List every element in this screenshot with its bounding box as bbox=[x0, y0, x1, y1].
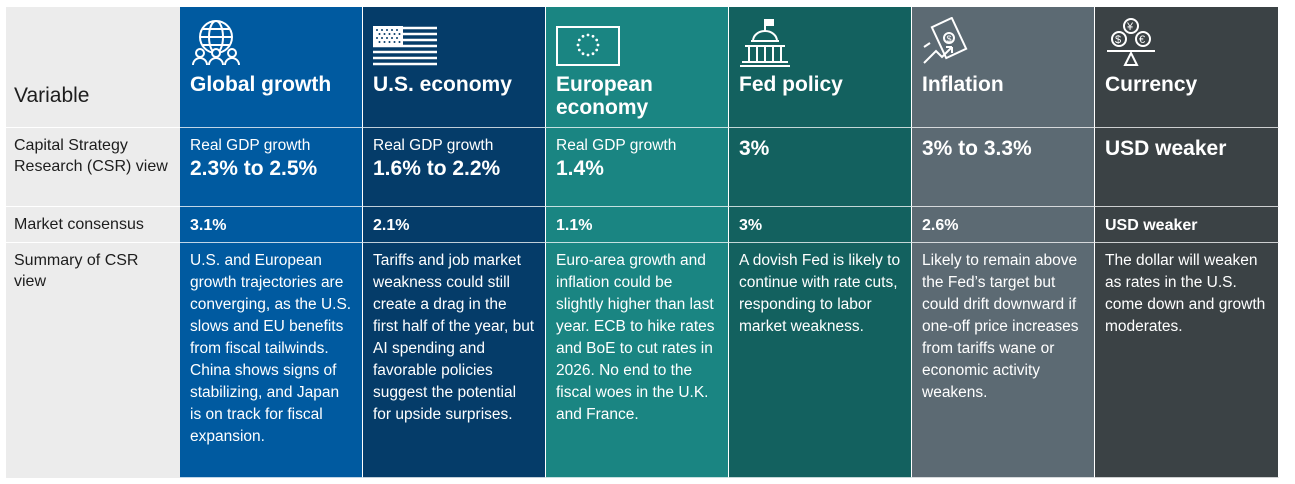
consensus-us-economy: 2.1% bbox=[363, 207, 546, 243]
csr-view-inflation: 3% to 3.3% bbox=[912, 128, 1095, 207]
column-title: Inflation bbox=[922, 73, 1004, 96]
csr-view-label: Capital Strategy Research (CSR) view bbox=[6, 128, 180, 207]
variable-header: Variable bbox=[6, 7, 180, 128]
header-fed-policy: Fed policy bbox=[729, 7, 912, 128]
csr-view-value: 2.3% to 2.5% bbox=[190, 157, 318, 180]
csr-view-fed-policy: 3% bbox=[729, 128, 912, 207]
header-inflation: $ Inflation bbox=[912, 7, 1095, 128]
summary-label: Summary of CSR view bbox=[6, 243, 180, 478]
column-title: Fed policy bbox=[739, 73, 843, 96]
csr-view-caption: Real GDP growth bbox=[190, 137, 311, 154]
us-flag-icon bbox=[373, 26, 437, 66]
globe-people-icon bbox=[192, 20, 240, 66]
csr-view-value: USD weaker bbox=[1105, 137, 1227, 160]
summary-european-economy: Euro-area growth and inflation could be … bbox=[546, 243, 729, 478]
header-european-economy: European economy bbox=[546, 7, 729, 128]
csr-view-currency: USD weaker bbox=[1095, 128, 1279, 207]
header-currency: ¥ $ € Currency bbox=[1095, 7, 1279, 128]
csr-view-global-growth: Real GDP growth 2.3% to 2.5% bbox=[180, 128, 363, 207]
csr-view-caption: Real GDP growth bbox=[373, 137, 494, 154]
currency-scale-icon: ¥ $ € bbox=[1107, 18, 1155, 66]
inflation-money-icon: $ bbox=[923, 17, 968, 64]
consensus-european-economy: 1.1% bbox=[546, 207, 729, 243]
csr-view-value: 3% to 3.3% bbox=[922, 137, 1032, 160]
summary-fed-policy: A dovish Fed is likely to continue with … bbox=[729, 243, 912, 478]
csr-view-us-economy: Real GDP growth 1.6% to 2.2% bbox=[363, 128, 546, 207]
csr-view-value: 1.4% bbox=[556, 157, 604, 180]
svg-text:€: € bbox=[1139, 34, 1145, 46]
consensus-fed-policy: 3% bbox=[729, 207, 912, 243]
summary-us-economy: Tariffs and job market weakness could st… bbox=[363, 243, 546, 478]
csr-view-value: 3% bbox=[739, 137, 770, 160]
capitol-building-icon bbox=[740, 19, 790, 67]
eu-flag-icon bbox=[556, 26, 620, 66]
consensus-global-growth: 3.1% bbox=[180, 207, 363, 243]
column-title: Currency bbox=[1105, 73, 1198, 96]
column-title: U.S. economy bbox=[373, 73, 512, 96]
csr-view-value: 1.6% to 2.2% bbox=[373, 157, 501, 180]
outlook-table: Variable Global growth bbox=[6, 7, 1279, 478]
summary-inflation: Likely to remain above the Fed’s target … bbox=[912, 243, 1095, 478]
csr-view-caption: Real GDP growth bbox=[556, 137, 677, 154]
column-title: Global growth bbox=[190, 73, 332, 96]
consensus-currency: USD weaker bbox=[1095, 207, 1279, 243]
summary-global-growth: U.S. and European growth trajectories ar… bbox=[180, 243, 363, 478]
svg-text:¥: ¥ bbox=[1126, 21, 1134, 33]
header-global-growth: Global growth bbox=[180, 7, 363, 128]
consensus-inflation: 2.6% bbox=[912, 207, 1095, 243]
svg-text:$: $ bbox=[1115, 34, 1121, 46]
header-us-economy: U.S. economy bbox=[363, 7, 546, 128]
market-consensus-label: Market consensus bbox=[6, 207, 180, 243]
csr-view-european-economy: Real GDP growth 1.4% bbox=[546, 128, 729, 207]
svg-text:$: $ bbox=[947, 34, 952, 44]
summary-currency: The dollar will weaken as rates in the U… bbox=[1095, 243, 1279, 478]
column-title: European economy bbox=[556, 73, 653, 119]
